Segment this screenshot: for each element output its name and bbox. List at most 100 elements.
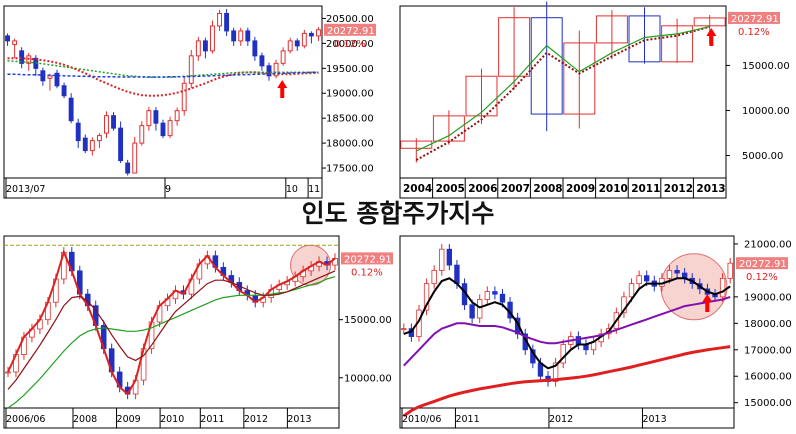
x-tick-label: 2004	[403, 183, 432, 195]
x-tick-label: 2013	[642, 414, 666, 425]
x-tick-label: 2011	[631, 183, 660, 195]
candle-body	[484, 291, 490, 300]
x-tick-label: 2012	[244, 414, 268, 425]
candle-body	[61, 85, 67, 97]
candle-body	[454, 264, 460, 285]
y-tick-label: 5000.00	[742, 151, 783, 162]
up-arrow-icon	[702, 294, 713, 312]
candle-body	[252, 40, 258, 57]
y-tick-label: 18000.00	[326, 139, 374, 150]
candle-body	[469, 304, 475, 319]
candle-body	[552, 362, 559, 382]
x-tick-label: 2011	[200, 414, 224, 425]
candle-body	[238, 30, 244, 42]
x-tick-label: 2005	[436, 183, 465, 195]
candle-body	[674, 269, 680, 274]
candle-body	[301, 32, 307, 47]
price-badge	[728, 11, 780, 24]
ma-line-red	[402, 345, 731, 418]
candle-body	[245, 30, 251, 42]
change-pct-label: 0.12%	[351, 267, 383, 278]
candle-body	[560, 344, 566, 364]
x-tick-label: 2006/06	[6, 414, 45, 425]
candle-body	[118, 127, 124, 162]
candle-body	[316, 29, 321, 37]
panel-daily_long: 21000.00 19000.00 18000.00 17000.00 16000.00…	[399, 235, 792, 429]
candle-body	[202, 40, 208, 52]
x-tick-label: 2013/07	[6, 184, 45, 195]
ma-line-dark	[7, 270, 336, 390]
last-price-label: 20272.91	[327, 26, 375, 37]
x-tick-label: 10	[286, 184, 298, 195]
candle-body	[431, 269, 437, 285]
candle-body	[661, 25, 694, 63]
x-tick-label: 9	[165, 184, 171, 195]
y-tick-label: 10000.00	[742, 106, 790, 117]
last-price-label: 20272.91	[731, 14, 779, 25]
candle-body	[5, 371, 11, 374]
x-axis-band	[3, 407, 340, 429]
y-tick-label: 15000.00	[744, 398, 792, 409]
highlight-circle	[660, 253, 728, 321]
x-axis-band	[399, 407, 735, 429]
candle-body	[125, 162, 131, 174]
x-tick-label: 2012	[664, 183, 693, 195]
candle-body	[308, 32, 314, 37]
y-tick-label: 10000.00	[344, 373, 392, 384]
candle-body	[181, 82, 187, 112]
x-tick-label: 11	[308, 184, 320, 195]
candle-body	[530, 17, 563, 115]
x-tick-label: 2013	[696, 183, 725, 195]
y-tick-label: 18500.00	[326, 114, 374, 125]
x-tick-label: 2010/06	[402, 414, 441, 425]
candle-body	[12, 40, 18, 45]
candle-body	[332, 257, 338, 266]
candle-body	[210, 25, 215, 52]
candle-body	[400, 140, 433, 149]
x-tick-label: 2013	[287, 414, 311, 425]
ma-line-green	[416, 26, 710, 152]
candle-body	[287, 40, 293, 52]
y-tick-label: 20000.00	[326, 39, 374, 50]
price-line	[7, 249, 336, 396]
last-price-label: 20272.91	[344, 254, 392, 265]
y-tick-label: 16000.00	[744, 372, 792, 383]
price-badge	[736, 257, 788, 270]
candle-body	[498, 17, 531, 77]
candle-body	[575, 336, 582, 345]
price-badge	[341, 252, 393, 265]
candle-body	[75, 122, 81, 142]
candle-body	[666, 269, 673, 279]
up-arrow-icon	[277, 80, 288, 98]
candle-body	[294, 40, 300, 47]
y-tick-label: 18000.00	[744, 319, 792, 330]
y-tick-label: 17500.00	[326, 164, 374, 175]
candle-body	[644, 275, 650, 282]
y-tick-label: 15000.00	[344, 315, 392, 326]
candle-body	[595, 15, 628, 44]
candle-body	[259, 55, 265, 67]
candle-body	[19, 50, 25, 64]
ma-line-red	[7, 57, 319, 97]
candle-body	[628, 283, 635, 298]
candle-body	[139, 125, 145, 144]
ma-line-black	[403, 277, 731, 370]
x-tick-label: 2010	[599, 183, 628, 195]
x-tick-label: 2009	[117, 414, 141, 425]
candle-body	[231, 30, 237, 42]
candle-body	[719, 277, 726, 298]
price-badge	[324, 23, 376, 36]
x-tick-label: 2009	[566, 183, 595, 195]
ma-line-dark	[415, 25, 710, 161]
up-arrow-icon	[706, 28, 717, 46]
candle-body	[111, 115, 116, 129]
candle-body	[153, 110, 159, 124]
candle-body	[465, 75, 498, 117]
candle-body	[423, 283, 430, 311]
candle-body	[727, 262, 733, 279]
candle-body	[54, 72, 60, 87]
candle-body	[188, 55, 194, 84]
candle-body	[195, 40, 201, 57]
candle-body	[401, 328, 407, 331]
candle-body	[146, 110, 152, 127]
